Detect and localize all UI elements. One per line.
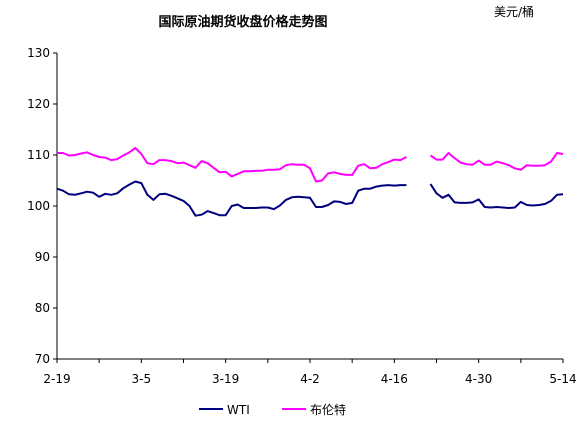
series-line-wti [56,180,407,217]
y-tick-label: 110 [27,148,50,162]
x-tick-label: 3-5 [132,372,152,386]
x-tick-label: 4-2 [300,372,320,386]
x-tick-label: 4-30 [465,372,492,386]
legend-label-brent: 布伦特 [310,402,346,417]
x-tick-label: 3-19 [212,372,239,386]
legend-label-wti: WTI [227,403,250,417]
y-tick-label: 90 [35,250,50,264]
legend: WTI 布伦特 [199,402,346,417]
y-tick-label: 120 [27,97,50,111]
series-line-wti [429,183,564,209]
unit-label: 美元/桶 [494,4,534,19]
y-ticks: 70 80 90 100 110 120 130 [27,46,57,366]
series-line-brent [429,152,564,171]
series-lines [56,146,564,217]
y-tick-label: 100 [27,199,50,213]
x-tick-label: 2-19 [43,372,70,386]
y-tick-label: 130 [27,46,50,60]
x-ticks: 2-19 3-5 3-19 4-2 4-16 4-30 5-14 [43,359,577,386]
chart-title: 国际原油期货收盘价格走势图 [158,14,327,30]
x-tick-label: 4-16 [381,372,408,386]
y-tick-label: 80 [35,301,50,315]
y-tick-label: 70 [35,352,50,366]
series-line-brent [57,146,407,183]
x-tick-label: 5-14 [549,372,576,386]
